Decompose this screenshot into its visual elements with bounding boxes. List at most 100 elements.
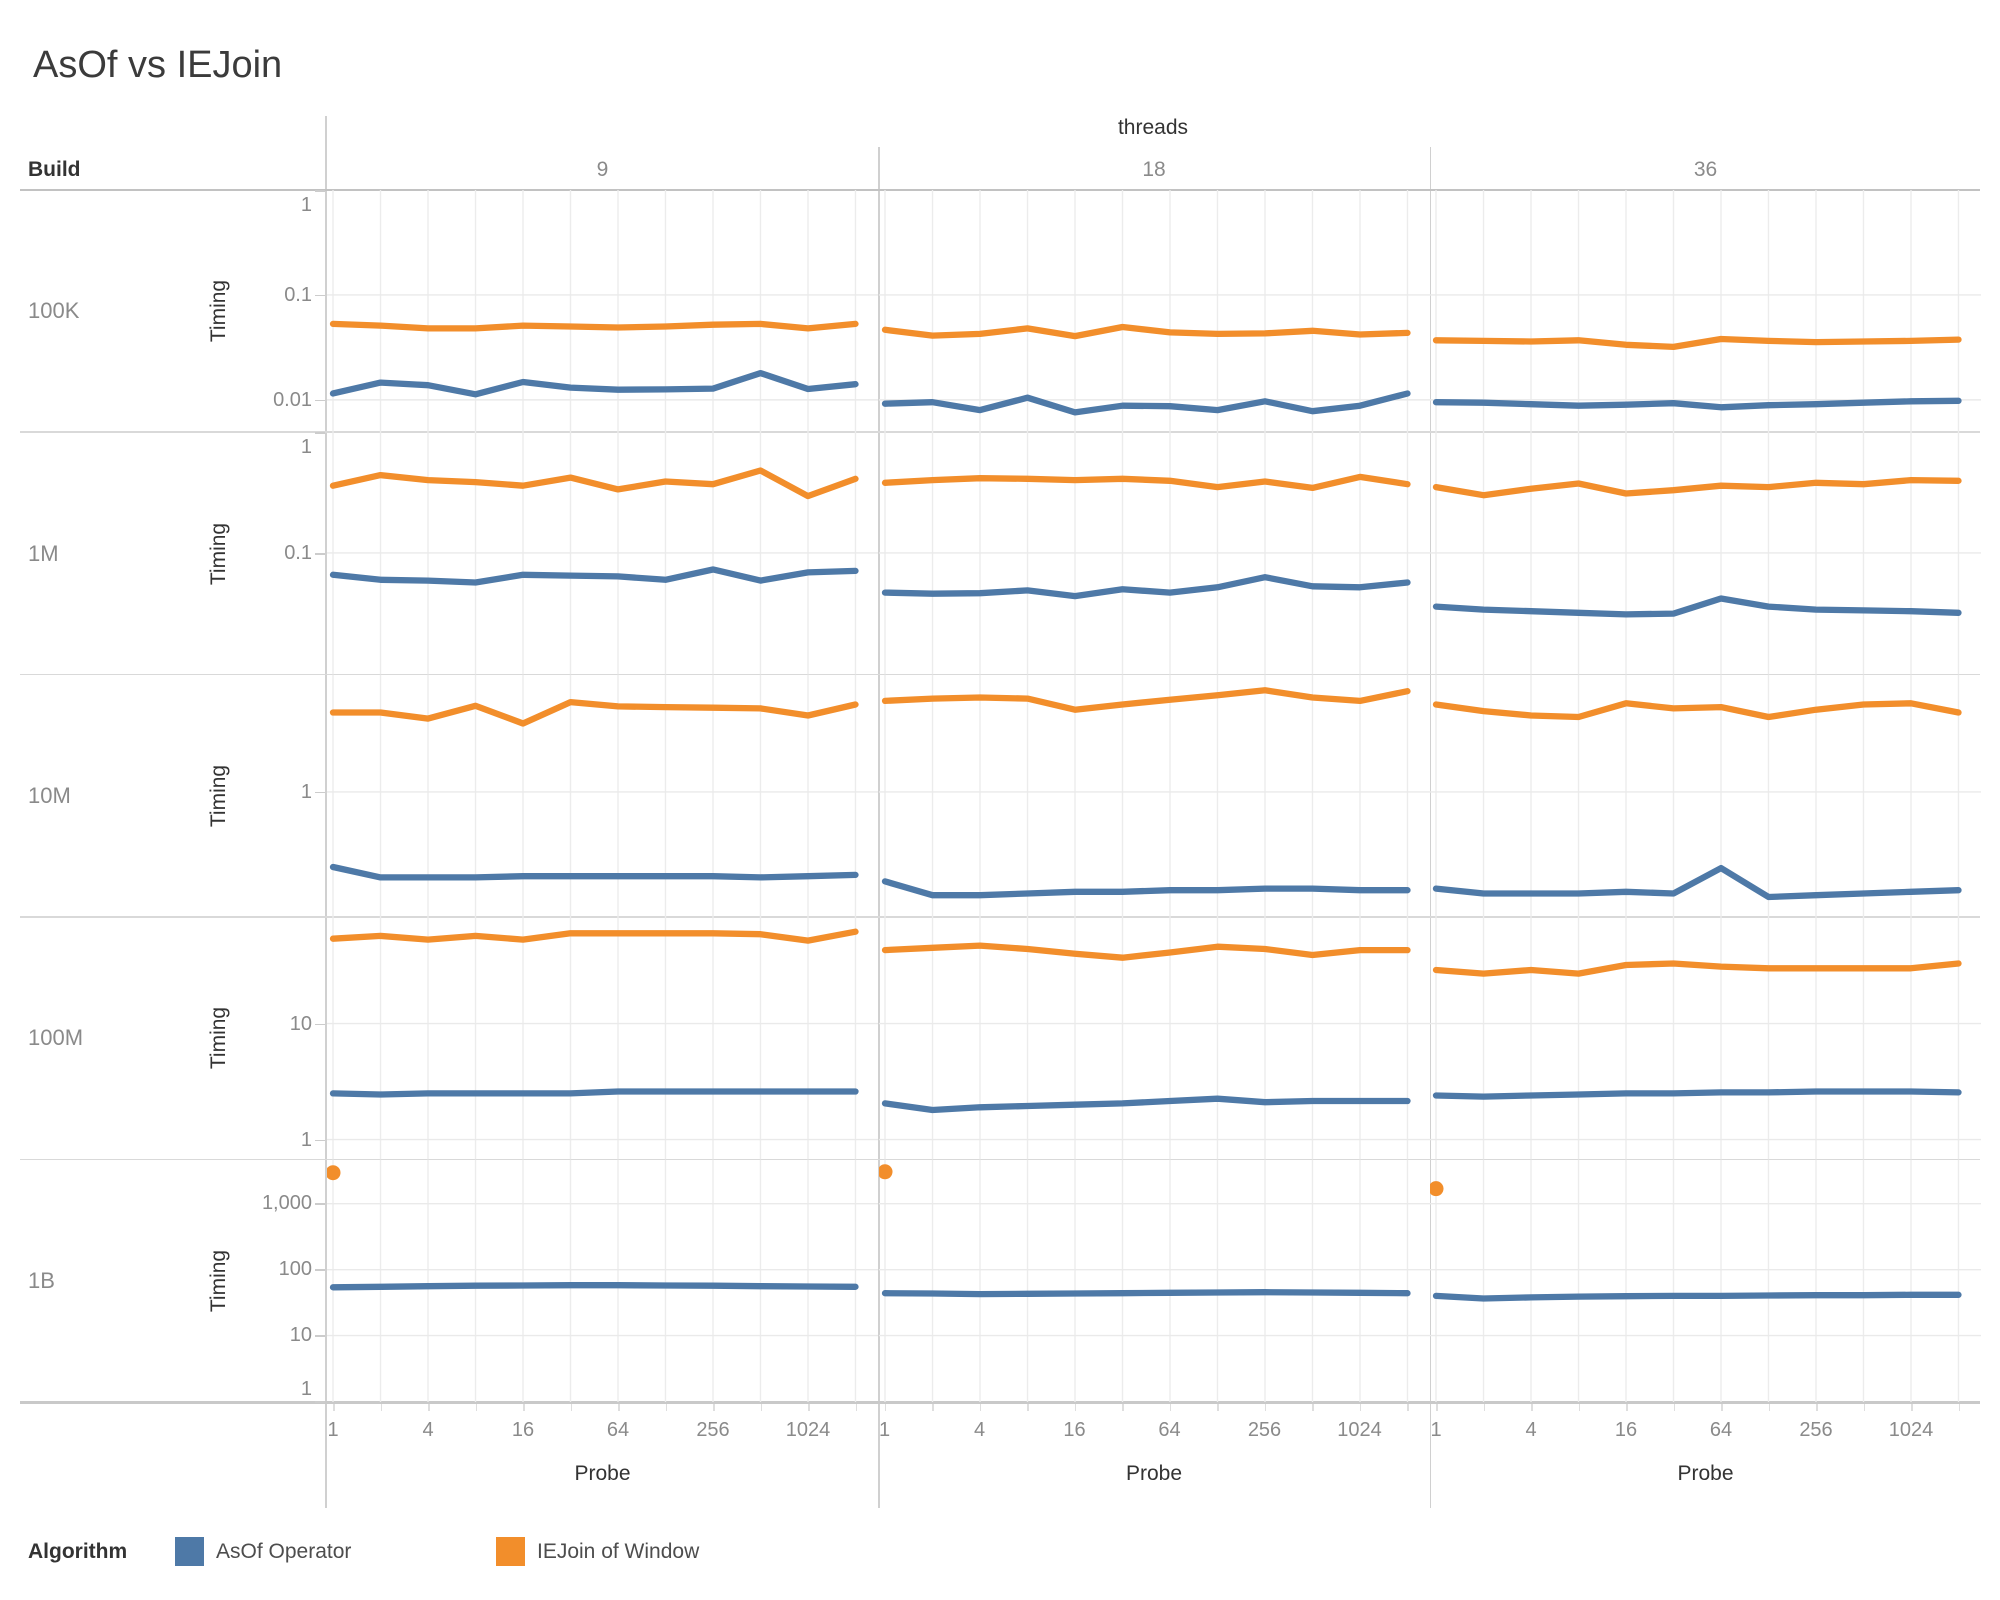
- x-tick-label: 16: [1614, 1419, 1638, 1441]
- legend-title: Algorithm: [28, 1540, 128, 1563]
- col-facet-value: 36: [1693, 158, 1718, 181]
- y-tick-mark: [315, 553, 325, 555]
- x-tick-label: 64: [606, 1419, 630, 1441]
- iejoin-line: [329, 467, 859, 500]
- iejoin-line: [881, 686, 1411, 713]
- iejoin-point: [878, 1163, 893, 1179]
- y-tick-label: 1: [300, 194, 312, 216]
- y-tick-mark: [315, 432, 325, 434]
- panel: [1430, 674, 1981, 918]
- panel-plot-area: [878, 917, 1430, 1160]
- asof-line: [881, 1095, 1411, 1114]
- asof-line: [881, 1288, 1411, 1297]
- y-tick-mark: [315, 1023, 325, 1026]
- y-tick-label: 0.1: [284, 283, 312, 306]
- legend-swatch-asof[interactable]: [175, 1537, 204, 1566]
- panel: [1430, 1159, 1981, 1402]
- x-tick-mark: [1626, 1404, 1628, 1411]
- asof-line: [1432, 864, 1962, 900]
- legend-item-iejoin[interactable]: IEJoin of Window: [537, 1540, 700, 1563]
- x-tick-mark: [1673, 1404, 1675, 1411]
- row-facet-value: 100M: [28, 1025, 84, 1051]
- y-tick-label: 0.1: [284, 542, 312, 565]
- x-tick-label: 64: [1709, 1419, 1733, 1441]
- x-tick-mark: [1768, 1404, 1770, 1411]
- panel: [878, 674, 1430, 918]
- x-tick-label: 256: [696, 1419, 730, 1441]
- x-tick-label: 256: [1799, 1419, 1833, 1441]
- x-tick-mark: [1217, 1404, 1219, 1411]
- x-tick-mark: [1359, 1404, 1361, 1411]
- x-tick-label: 1024: [1337, 1419, 1382, 1441]
- row-facet-value: 10M: [28, 783, 71, 808]
- asof-line: [329, 369, 859, 398]
- x-tick-mark: [333, 1404, 335, 1411]
- asof-line: [881, 878, 1411, 899]
- y-tick-mark: [315, 399, 325, 402]
- asof-line: [1432, 1088, 1962, 1100]
- y-tick-label: 10: [289, 1012, 312, 1035]
- asof-line: [881, 390, 1411, 416]
- panel: [327, 190, 878, 433]
- x-tick-mark: [1407, 1404, 1409, 1411]
- x-tick-mark: [1122, 1404, 1124, 1411]
- iejoin-line: [1432, 699, 1962, 720]
- row-facet-value: 1M: [28, 540, 59, 566]
- x-axis-baseline: [20, 1400, 1980, 1404]
- iejoin-line: [1432, 335, 1962, 351]
- asof-line: [329, 863, 859, 881]
- x-tick-mark: [884, 1404, 886, 1411]
- panel-plot-area: [327, 432, 878, 675]
- chart-title: AsOf vs IEJoin: [33, 44, 283, 86]
- y-tick-label: 1: [300, 780, 312, 803]
- x-tick-mark: [1721, 1404, 1723, 1411]
- panel-plot-area: [1430, 190, 1981, 433]
- panel-plot-area: [878, 1159, 1430, 1402]
- row-separator: [20, 916, 1980, 918]
- panel: [878, 917, 1430, 1160]
- y-tick-label: 1,000: [261, 1192, 312, 1215]
- y-tick-label: 0.01: [273, 388, 312, 411]
- panel-plot-area: [327, 1159, 878, 1402]
- panel-left-rail: [325, 116, 327, 1508]
- y-tick-mark: [315, 1401, 325, 1403]
- asof-line: [1432, 397, 1962, 411]
- iejoin-point: [327, 1164, 341, 1180]
- row-separator: [20, 431, 1980, 434]
- row-facet-header: Build: [28, 158, 81, 181]
- panel-plot-area: [878, 190, 1430, 433]
- x-tick-mark: [1531, 1404, 1533, 1411]
- panel: [327, 1159, 878, 1402]
- panel: [878, 1159, 1430, 1402]
- legend-item-asof[interactable]: AsOf Operator: [216, 1540, 352, 1563]
- row-separator: [20, 673, 1980, 676]
- panel-plot-area: [1430, 917, 1981, 1160]
- y-tick-label: 100: [278, 1258, 312, 1281]
- panel-plot-area: [327, 190, 878, 433]
- x-tick-label: 16: [1063, 1419, 1086, 1441]
- panel-separator: [878, 147, 880, 1508]
- row-facet-value: 100K: [28, 298, 80, 324]
- y-tick-label: 1: [300, 1128, 312, 1151]
- x-tick-mark: [1958, 1404, 1960, 1411]
- panel-plot-area: [327, 674, 878, 918]
- y-tick-mark: [315, 1335, 325, 1337]
- y-tick-label: 10: [289, 1324, 312, 1347]
- x-tick-mark: [475, 1404, 477, 1411]
- x-tick-mark: [979, 1404, 981, 1411]
- x-tick-mark: [1483, 1404, 1485, 1411]
- legend-swatch-iejoin[interactable]: [496, 1537, 525, 1566]
- y-tick-mark: [315, 1139, 325, 1142]
- y-tick-label: 1: [300, 436, 312, 459]
- x-tick-mark: [1264, 1404, 1266, 1411]
- iejoin-line: [881, 942, 1411, 962]
- iejoin-line: [881, 474, 1411, 492]
- panel: [327, 917, 878, 1160]
- iejoin-line: [881, 323, 1411, 340]
- x-tick-mark: [932, 1404, 934, 1411]
- y-tick-mark: [315, 294, 325, 297]
- asof-line: [329, 1281, 859, 1291]
- asof-line: [1432, 1291, 1962, 1302]
- panel: [878, 432, 1430, 675]
- timing-axis-label: Timing: [207, 280, 230, 343]
